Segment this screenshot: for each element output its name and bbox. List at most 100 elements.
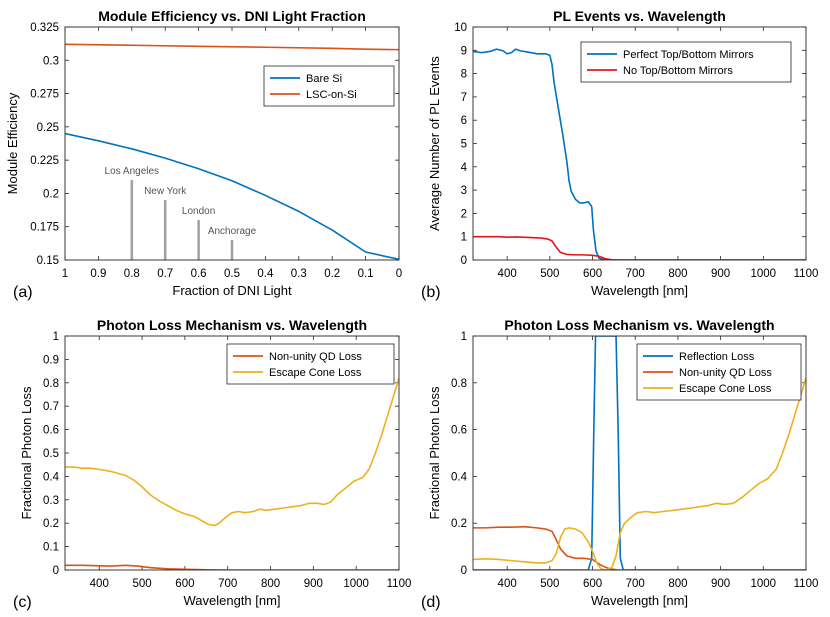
annotation-label: Anchorage: [208, 226, 257, 237]
chart-title-a: Module Efficiency vs. DNI Light Fraction: [98, 8, 366, 24]
legend-label: Reflection Loss: [679, 351, 755, 363]
legend-d: Reflection Loss Non-unity QD Loss Escape C…: [636, 343, 802, 401]
y-tick-label-b: 6: [461, 115, 467, 127]
x-tick-label-d: 600: [583, 578, 602, 590]
x-tick-label-b: 1100: [794, 268, 819, 280]
legend-label: Escape Cone Loss: [679, 383, 772, 395]
chart-c: 400 500 600 700 800 900 1000 1100 0 0.1 0.2 0.3 0.4 0…: [13, 317, 411, 611]
annotation-label: London: [182, 206, 215, 217]
x-tick-label-a: 0.6: [191, 268, 207, 280]
y-tick-label-c: 0.7: [43, 401, 59, 413]
y-tick-label-c: 0.3: [43, 495, 59, 507]
x-tick-label-d: 700: [626, 578, 645, 590]
x-tick-label-c: 500: [132, 578, 151, 590]
y-tick-label-c: 0.2: [43, 518, 59, 530]
x-tick-label-c: 400: [90, 578, 109, 590]
panel-label-a: (a): [13, 284, 33, 301]
panel-label-b: (b): [421, 284, 441, 301]
series-group-a: [65, 43, 399, 260]
y-tick-label-b: 7: [461, 92, 467, 104]
y-tick-label-b: 2: [461, 208, 467, 220]
y-tick-label-c: 1: [53, 331, 59, 343]
x-tick-label-c: 600: [175, 578, 194, 590]
x-tick-label-a: 0.3: [291, 268, 307, 280]
panel-label-d: (d): [421, 594, 441, 611]
x-tick-label-a: 0.7: [157, 268, 173, 280]
y-tick-label-b: 9: [461, 45, 467, 57]
legend-label: Non-unity QD Loss: [679, 367, 772, 379]
x-tick-label-a: 0.9: [90, 268, 106, 280]
y-tick-label-a: 0.175: [30, 222, 59, 234]
x-tick-label-d: 800: [668, 578, 687, 590]
chart-d: 400 500 600 700 800 900 1000 1100 0 0.2 0.4 0.6 0.8 1…: [421, 317, 818, 611]
chart-title-c: Photon Loss Mechanism vs. Wavelength: [97, 317, 367, 333]
x-tick-label-b: 700: [626, 268, 645, 280]
y-tick-label-a: 0.275: [30, 89, 59, 101]
x-tick-label-d: 400: [498, 578, 517, 590]
legend-b: Perfect Top/Bottom Mirrors No Top/Bottom …: [580, 41, 792, 83]
x-tick-label-a: 0: [396, 268, 402, 280]
y-tick-label-c: 0.6: [43, 425, 59, 437]
x-axis-label-d: Wavelength [nm]: [591, 593, 688, 608]
y-tick-label-c: 0.1: [43, 542, 59, 554]
x-axis-label-c: Wavelength [nm]: [183, 593, 280, 608]
series-group-b: [473, 48, 806, 260]
y-tick-label-d: 0.6: [451, 425, 467, 437]
axes-box-c: [64, 335, 400, 571]
y-tick-label-d: 0.4: [451, 471, 468, 483]
y-tick-label-d: 1: [461, 331, 467, 343]
series-line-lsc-on-si: [65, 43, 399, 51]
x-tick-label-c: 700: [218, 578, 237, 590]
y-axis-label-a: Module Efficiency: [5, 92, 20, 194]
legend-box-b: [580, 41, 792, 83]
x-axis-label-b: Wavelength [nm]: [591, 283, 688, 298]
x-tick-label-a: 0.4: [257, 268, 274, 280]
x-tick-label-b: 400: [498, 268, 517, 280]
x-tick-label-a: 0.5: [224, 268, 240, 280]
y-tick-label-b: 8: [461, 69, 467, 81]
x-tick-label-b: 500: [540, 268, 559, 280]
legend-label: Bare Si: [306, 73, 342, 85]
legend-a: Bare Si LSC-on-Si: [263, 65, 395, 107]
legend-c: Non-unity QD Loss Escape Cone Loss: [226, 343, 395, 385]
y-tick-label-a: 0.3: [43, 55, 59, 67]
legend-label: No Top/Bottom Mirrors: [623, 65, 733, 77]
y-tick-label-d: 0: [461, 565, 467, 577]
y-tick-label-c: 0.9: [43, 354, 59, 366]
y-tick-label-d: 0.2: [451, 518, 467, 530]
legend-label: LSC-on-Si: [306, 89, 357, 101]
series-group-d: [473, 336, 806, 570]
y-tick-label-a: 0.2: [43, 188, 59, 200]
x-axis-label-a: Fraction of DNI Light: [172, 283, 292, 298]
x-tick-label-d: 500: [540, 578, 559, 590]
y-tick-label-b: 10: [454, 22, 467, 34]
legend-label: Perfect Top/Bottom Mirrors: [623, 49, 754, 61]
y-tick-label-b: 3: [461, 185, 467, 197]
y-tick-label-a: 0.325: [30, 22, 59, 34]
x-tick-label-d: 1000: [751, 578, 777, 590]
x-tick-label-b: 1000: [751, 268, 777, 280]
legend-box-c: [226, 343, 395, 385]
y-axis-label-b: Average Number of PL Events: [427, 56, 442, 231]
y-axis-label-d: Fractional Photon Loss: [427, 386, 442, 519]
legend-label: Escape Cone Loss: [269, 367, 362, 379]
x-tick-label-c: 1000: [343, 578, 369, 590]
y-tick-label-b: 5: [461, 139, 467, 151]
series-line-escape-cone-loss: [473, 377, 806, 570]
annotation-label: New York: [144, 186, 187, 197]
x-tick-label-a: 0.2: [324, 268, 340, 280]
series-line-bare-si: [65, 132, 399, 260]
y-tick-label-b: 0: [461, 255, 467, 267]
x-tick-label-d: 900: [711, 578, 730, 590]
series-line-escape-cone-loss: [65, 377, 399, 527]
chart-a: 1 0.9 0.8 0.7 0.6 0.5 0.4 0.3 0.2 0.1 0 0.15 0.175 0.…: [5, 8, 402, 301]
series-line-no-top-bottom-mirrors: [473, 235, 806, 260]
chart-title-b: PL Events vs. Wavelength: [553, 8, 726, 24]
x-tick-label-b: 900: [711, 268, 730, 280]
x-tick-label-d: 1100: [794, 578, 819, 590]
panel-label-c: (c): [13, 594, 32, 611]
x-tick-label-a: 1: [62, 268, 68, 280]
y-tick-label-d: 0.8: [451, 378, 467, 390]
x-tick-label-a: 0.1: [358, 268, 374, 280]
